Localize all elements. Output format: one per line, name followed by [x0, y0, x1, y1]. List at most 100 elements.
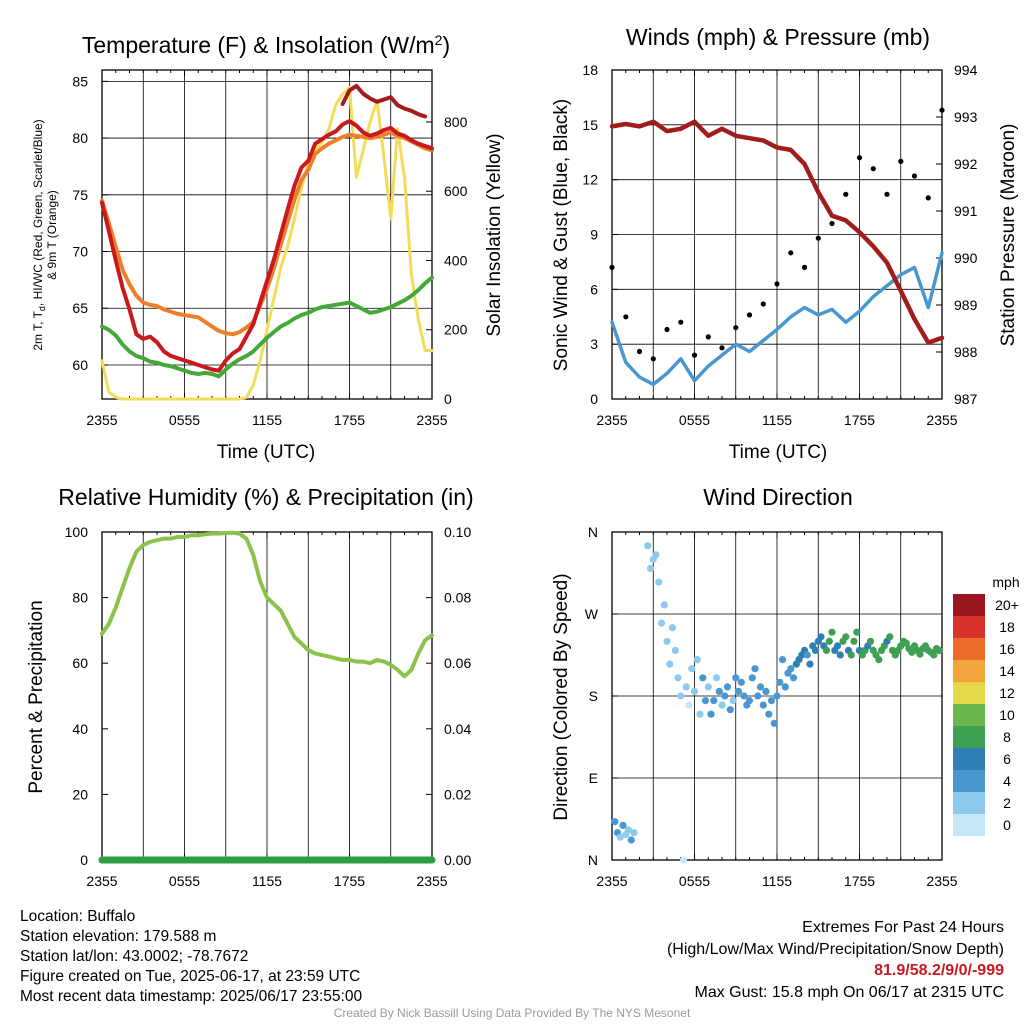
gust-point: [636, 348, 643, 355]
direction-point: [850, 637, 858, 645]
direction-ylabel: Direction (Colored By Speed): [551, 573, 572, 820]
max-gust-text: Max Gust: 15.8 mph On 06/17 at 2315 UTC: [694, 983, 1005, 1001]
gust-point: [746, 312, 753, 318]
direction-point: [778, 656, 787, 664]
gust-point: [801, 264, 808, 270]
direction-point: [701, 697, 710, 705]
legend-swatch: [953, 638, 985, 660]
direction-point: [833, 642, 842, 650]
temperature-xlabel: Time (UTC): [217, 442, 316, 463]
direction-point: [663, 637, 671, 645]
x-tick-label: 1155: [252, 412, 282, 428]
y-tick-label: 0: [590, 391, 598, 407]
plot-frame-temp: [101, 69, 433, 400]
direction-point: [902, 639, 910, 647]
gust-point: [705, 334, 711, 340]
y-tick-label: 15: [582, 117, 598, 133]
gust-point: [829, 220, 835, 227]
direction-point: [765, 710, 773, 718]
direction-point: [611, 818, 619, 826]
direction-point: [811, 646, 820, 655]
direction-point: [627, 836, 635, 844]
y2-tick-label: 200: [444, 322, 468, 338]
y-tick-label: 80: [72, 590, 88, 606]
legend-swatch: [953, 770, 985, 792]
direction-point: [699, 674, 707, 682]
gust-point: [843, 191, 849, 197]
direction-point: [657, 619, 666, 627]
direction-point: [787, 665, 795, 673]
direction-point: [679, 856, 688, 864]
y2-tick-label: 0.00: [444, 852, 471, 868]
pressure-ylabel: Station Pressure (Maroon): [998, 124, 1019, 347]
direction-point: [930, 651, 938, 659]
direction-point: [721, 692, 729, 700]
legend-label: 8: [1003, 729, 1011, 745]
x-tick-label: 0555: [169, 412, 200, 428]
dewpoint-line: [100, 275, 434, 379]
gust-point: [691, 352, 698, 358]
x-tick-label: 2355: [416, 412, 447, 428]
x-tick-label: 1755: [844, 412, 875, 428]
heat-index-line: [340, 83, 428, 119]
x-tick-label: 1755: [334, 873, 365, 889]
y2-tick-label: 0.02: [444, 786, 471, 802]
direction-point: [712, 674, 721, 682]
direction-point: [745, 697, 754, 705]
direction-point: [619, 821, 627, 830]
x-tick-label: 2355: [926, 873, 957, 889]
legend-swatch: [953, 660, 985, 682]
direction-point: [674, 674, 682, 682]
direction-point: [822, 646, 831, 655]
direction-point: [696, 710, 704, 718]
direction-point: [828, 628, 836, 636]
direction-point: [655, 578, 663, 586]
x-tick-label: 2355: [86, 873, 117, 889]
direction-point: [836, 651, 844, 659]
temperature-panel: Temperature (F) & Insolation (W/m2) Time…: [31, 32, 505, 463]
y2-tick-label: 988: [954, 344, 978, 360]
y2-tick-label: 989: [954, 297, 978, 313]
gust-point: [939, 107, 945, 113]
x-tick-label: 2355: [926, 412, 957, 428]
legend-swatch: [953, 682, 985, 704]
y-tick-label: 65: [72, 300, 88, 316]
direction-point: [781, 683, 789, 691]
direction-point: [652, 551, 660, 559]
y2-tick-label: 987: [954, 391, 978, 407]
direction-point: [690, 687, 699, 696]
y2-tick-label: 400: [444, 252, 468, 268]
gust-point: [719, 345, 725, 351]
legend-swatch: [953, 704, 985, 726]
temp-9m-line: [100, 130, 434, 337]
gust-point: [788, 250, 794, 256]
y-tick-label: 75: [72, 187, 88, 203]
y-tick-label: 12: [582, 172, 598, 188]
y2-tick-label: 0: [444, 391, 452, 407]
x-tick-label: 2355: [596, 873, 627, 889]
gust-point: [664, 326, 670, 333]
station-info: Location: Buffalo Station elevation: 179…: [20, 907, 362, 1007]
y-tick-label: 0: [80, 852, 88, 868]
y-tick-label: 80: [72, 130, 88, 146]
extremes-subtitle: (High/Low/Max Wind/Precipitation/Snow De…: [666, 940, 1004, 958]
gust-point: [911, 173, 918, 179]
direction-point: [616, 833, 624, 841]
direction-point: [866, 637, 875, 645]
extremes-title: Extremes For Past 24 Hours: [802, 919, 1004, 936]
humidity-panel: Relative Humidity (%) & Precipitation (i…: [26, 484, 474, 889]
legend-swatch: [953, 594, 985, 616]
direction-point: [660, 601, 668, 609]
y2-tick-label: 0.10: [444, 524, 471, 540]
y2-tick-label: 800: [444, 114, 468, 130]
x-tick-label: 1755: [334, 412, 365, 428]
legend-swatch: [953, 616, 985, 638]
x-tick-label: 0555: [679, 412, 710, 428]
direction-title: Wind Direction: [703, 484, 853, 510]
direction-point: [646, 564, 655, 573]
legend-label: 6: [1003, 751, 1011, 767]
legend-swatch: [953, 726, 985, 748]
x-tick-label: 2355: [416, 873, 447, 889]
direction-point: [806, 660, 814, 668]
winds-panel: Winds (mph) & Pressure (mb) Time (UTC) S…: [551, 24, 1019, 463]
